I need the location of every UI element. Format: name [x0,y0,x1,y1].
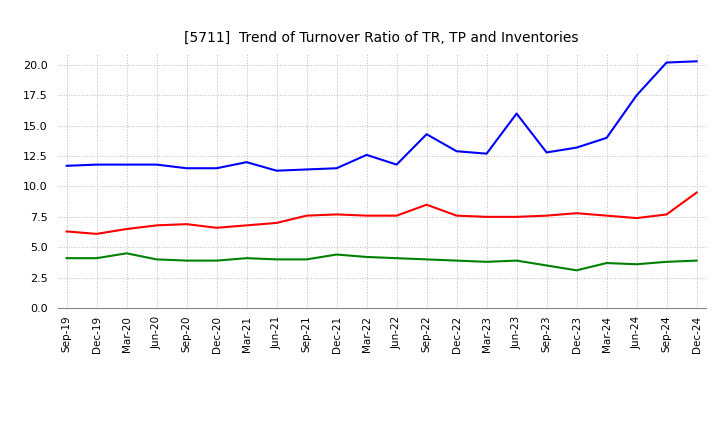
Inventories [542,263,551,268]
Trade Receivables [572,211,581,216]
Trade Payables [422,132,431,137]
Inventories [452,258,461,263]
Inventories [302,257,311,262]
Trade Receivables [482,214,491,220]
Inventories [482,259,491,264]
Trade Payables [242,160,251,165]
Trade Receivables [602,213,611,218]
Trade Payables [122,162,131,167]
Inventories [153,257,161,262]
Trade Receivables [392,213,401,218]
Inventories [392,256,401,261]
Trade Payables [542,150,551,155]
Inventories [662,259,671,264]
Inventories [182,258,191,263]
Title: [5711]  Trend of Turnover Ratio of TR, TP and Inventories: [5711] Trend of Turnover Ratio of TR, TP… [184,31,579,45]
Inventories [422,257,431,262]
Inventories [632,262,641,267]
Inventories [693,258,701,263]
Inventories [513,258,521,263]
Inventories [92,256,101,261]
Trade Payables [482,151,491,156]
Inventories [362,254,371,260]
Line: Trade Receivables: Trade Receivables [66,193,697,234]
Trade Payables [92,162,101,167]
Trade Payables [602,135,611,140]
Line: Inventories: Inventories [66,253,697,270]
Trade Payables [362,152,371,158]
Trade Receivables [122,226,131,231]
Trade Payables [153,162,161,167]
Inventories [602,260,611,266]
Trade Receivables [362,213,371,218]
Inventories [272,257,281,262]
Trade Receivables [92,231,101,237]
Trade Receivables [542,213,551,218]
Trade Payables [182,165,191,171]
Trade Payables [212,165,221,171]
Trade Payables [62,163,71,169]
Inventories [62,256,71,261]
Trade Receivables [182,221,191,227]
Inventories [212,258,221,263]
Trade Payables [272,168,281,173]
Trade Payables [392,162,401,167]
Trade Receivables [212,225,221,231]
Trade Payables [693,59,701,64]
Trade Payables [333,165,341,171]
Trade Receivables [513,214,521,220]
Trade Payables [632,93,641,98]
Trade Receivables [272,220,281,226]
Trade Receivables [242,223,251,228]
Trade Payables [302,167,311,172]
Trade Receivables [62,229,71,234]
Trade Receivables [662,212,671,217]
Inventories [122,251,131,256]
Trade Payables [452,149,461,154]
Trade Receivables [452,213,461,218]
Inventories [242,256,251,261]
Trade Payables [662,60,671,65]
Trade Payables [513,111,521,116]
Trade Payables [572,145,581,150]
Trade Receivables [422,202,431,207]
Line: Trade Payables: Trade Payables [66,61,697,171]
Inventories [572,268,581,273]
Trade Receivables [302,213,311,218]
Trade Receivables [693,190,701,195]
Trade Receivables [632,216,641,221]
Trade Receivables [333,212,341,217]
Trade Receivables [153,223,161,228]
Inventories [333,252,341,257]
